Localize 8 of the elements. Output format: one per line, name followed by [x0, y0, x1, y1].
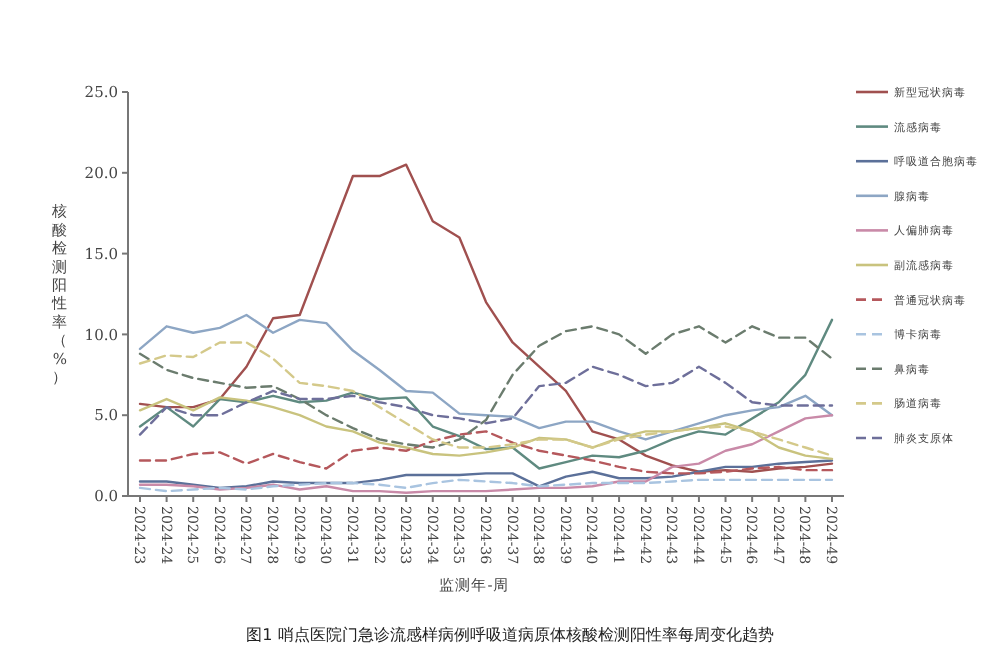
- line-series: [138, 163, 834, 473]
- text: 图1 哨点医院门急诊流感样病例呼吸道病原体核酸检测阳性率每周变化趋势: [246, 626, 774, 644]
- line-series: [138, 318, 834, 470]
- line-series: [138, 459, 834, 490]
- line-series: [138, 414, 834, 494]
- line-series: [138, 341, 834, 457]
- line-series: [138, 430, 834, 475]
- line-series: [138, 365, 834, 436]
